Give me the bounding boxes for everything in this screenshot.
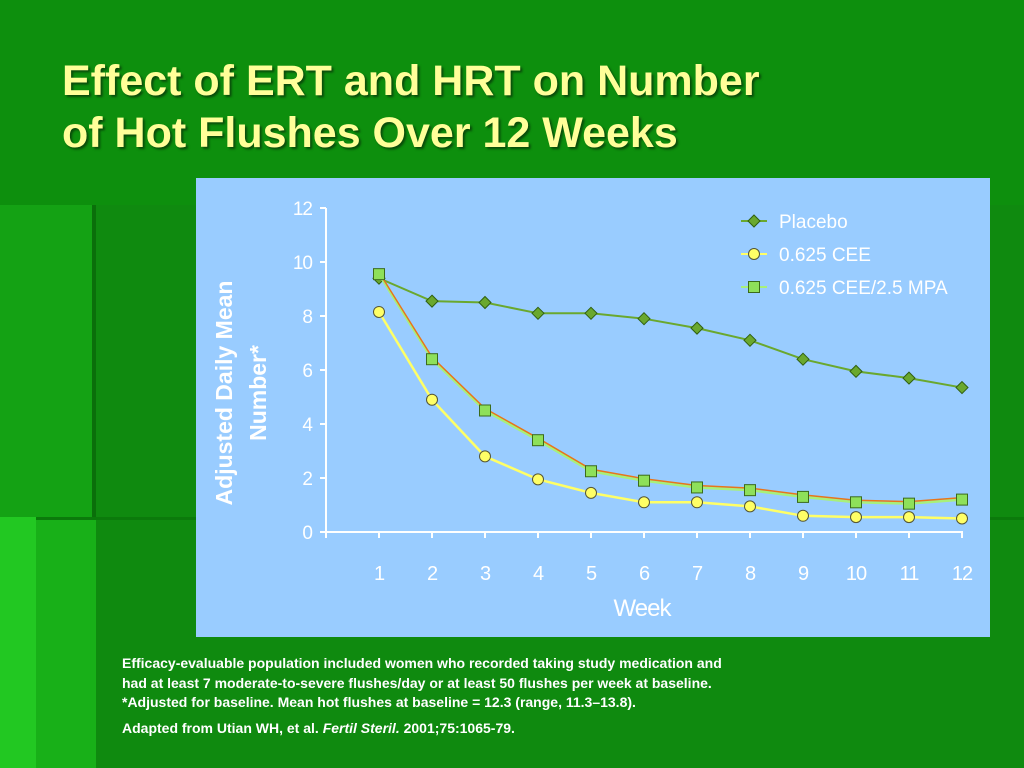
background-top [0,0,1024,205]
series-2 [373,305,968,525]
source-prefix: Adapted from Utian WH, et al. [122,719,323,736]
data-point [744,484,756,497]
legend-item-1: Placebo [741,212,848,233]
background-lower [36,517,96,768]
data-point [956,512,968,525]
data-point [532,473,544,486]
source-citation: Adapted from Utian WH, et al. Fertil Ste… [122,719,882,739]
x-tick-label: 3 [480,563,491,585]
y-tick-label: 10 [293,253,313,274]
x-tick-label: 10 [846,563,867,585]
y-tick-label: 6 [302,361,312,382]
x-axis: 1 2 3 4 5 6 7 8 9 10 11 12 [325,531,974,585]
y-axis: 0 2 4 6 8 10 12 [293,199,327,544]
data-point [425,294,439,308]
data-point [797,490,809,503]
data-point [478,295,492,310]
series-1 [372,271,969,395]
series-line-highlight [377,273,963,505]
x-tick-label: 2 [427,563,438,585]
data-point [584,306,598,321]
source-journal: Fertil Steril. [322,719,400,736]
x-tick-label: 9 [798,563,809,585]
x-tick-label: 12 [952,563,973,585]
legend-label: 0.625 CEE [779,245,871,266]
data-point [585,486,597,499]
data-point [479,450,491,463]
footnote-line2: had at least 7 moderate-to-severe flushe… [122,674,712,691]
data-point [426,353,438,366]
data-point [637,311,651,326]
data-point [850,511,862,524]
data-point [903,497,915,510]
data-point [956,493,968,506]
data-point [479,404,491,417]
legend-item-3: 0.625 CEE/2.5 MPA [741,278,948,299]
x-axis-title: Week [614,595,673,622]
data-point [743,333,757,348]
data-point [373,305,385,318]
data-point [531,306,545,321]
data-point [850,496,862,509]
y-tick-label: 12 [293,199,313,220]
slide-title-line2: of Hot Flushes Over 12 Weeks [62,109,678,157]
x-tick-label: 1 [374,563,385,585]
data-point [691,481,703,494]
y-tick-label: 4 [302,415,313,436]
source-suffix: 2001;75:1065-79. [399,719,515,736]
data-point [797,509,809,522]
x-tick-label: 6 [639,563,650,585]
data-point [638,496,650,509]
data-point [796,352,810,366]
data-point [690,321,704,335]
y-axis-title-line2: Number* [245,345,271,441]
series-3 [373,268,968,510]
data-point [849,364,863,379]
data-point [744,500,756,513]
legend-item-2: 0.625 CEE [741,245,871,266]
data-point [638,474,650,487]
legend-marker [747,214,761,228]
x-tick-label: 4 [533,563,544,585]
series-line [378,277,963,389]
data-point [955,380,969,395]
chart-panel: 0 2 4 6 8 10 12 1 2 3 4 5 6 7 8 9 10 11 12 Placebo 0.625 C… [196,178,990,637]
x-tick-label: 5 [586,563,597,585]
data-point [532,434,544,447]
legend-label: Placebo [779,212,848,233]
legend-marker [748,248,760,260]
background-divider [92,205,96,517]
data-point [426,393,438,406]
data-point [691,496,703,509]
data-point [373,268,385,281]
legend: Placebo 0.625 CEE 0.625 CEE/2.5 MPA [741,212,948,299]
y-axis-title-line1: Adjusted Daily Mean [211,281,237,506]
footnote-line3: *Adjusted for baseline. Mean hot flushes… [122,694,636,710]
slide-title-line1: Effect of ERT and HRT on Number [62,57,760,105]
series-line [378,271,963,503]
data-point [585,465,597,478]
legend-label: 0.625 CEE/2.5 MPA [779,278,948,299]
series-layer [372,268,969,525]
x-tick-label: 11 [900,563,920,585]
y-tick-label: 0 [302,523,312,544]
slide-title: Effect of ERT and HRT on Number of Hot F… [62,55,962,159]
background-left-strip [0,517,36,768]
y-tick-label: 8 [302,307,312,328]
x-tick-label: 7 [692,563,703,585]
legend-marker [748,281,760,293]
footnote: Efficacy-evaluable population included w… [122,654,882,738]
data-point [902,371,916,385]
data-point [903,511,915,524]
x-tick-label: 8 [745,563,756,585]
y-tick-label: 2 [302,469,312,490]
footnote-line1: Efficacy-evaluable population included w… [122,655,722,671]
series-line [377,311,963,520]
